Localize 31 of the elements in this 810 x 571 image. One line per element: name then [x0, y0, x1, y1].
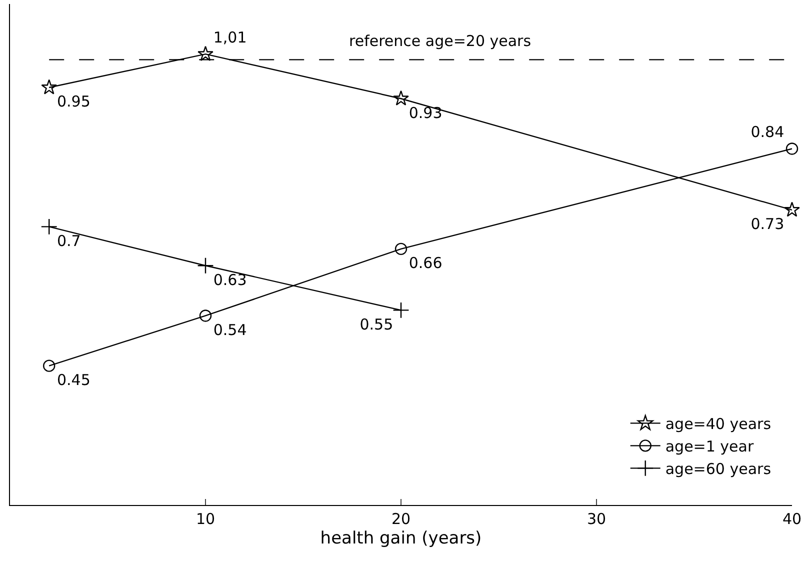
data-label: 0.84 — [750, 123, 784, 142]
x-tick-label: 30 — [586, 510, 606, 528]
legend-label: age=40 years — [665, 415, 772, 434]
annotation: reference age=20 years — [349, 32, 532, 50]
data-label: 0.95 — [56, 92, 90, 111]
data-label: 0.93 — [408, 104, 442, 122]
data-label: 0.73 — [750, 215, 784, 234]
point — [198, 46, 214, 61]
x-tick-label: 40 — [782, 510, 802, 528]
x-axis-title: health gain (years) — [320, 528, 482, 548]
x-tick-label: 20 — [391, 510, 411, 528]
point — [43, 360, 56, 372]
point — [197, 257, 214, 274]
data-label: 0.66 — [408, 254, 442, 272]
point — [41, 79, 58, 94]
x-tick-label: 10 — [196, 510, 216, 528]
point — [394, 242, 408, 256]
data-label: 0.55 — [360, 315, 394, 334]
data-label: 0.54 — [213, 320, 247, 339]
point — [392, 302, 410, 318]
point — [393, 90, 409, 106]
legend-label: age=1 year — [665, 438, 754, 456]
legend-label: age=60 years — [665, 460, 772, 478]
point — [786, 142, 798, 155]
data-label: 1,01 — [213, 28, 247, 46]
point — [784, 202, 800, 217]
data-label: 0.7 — [56, 232, 81, 250]
point — [40, 218, 58, 235]
data-label: 0.45 — [56, 370, 90, 389]
point — [199, 310, 212, 322]
data-label: 0.63 — [213, 270, 247, 289]
